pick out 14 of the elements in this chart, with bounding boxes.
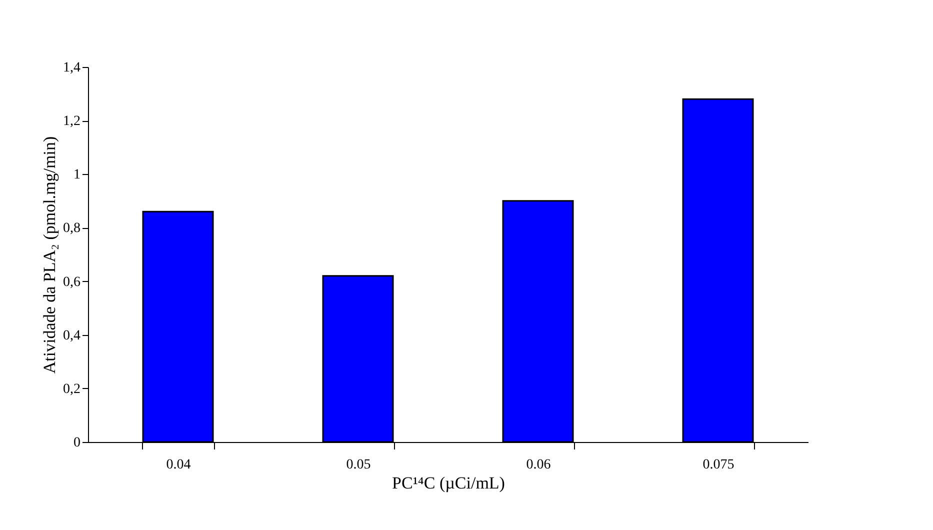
y-tick-label: 1,2 <box>63 114 80 130</box>
y-tick-label: 0,8 <box>63 221 80 236</box>
x-tick-label: 0.05 <box>346 458 371 472</box>
y-tick-label: 0,4 <box>63 328 80 344</box>
y-tick-label: 0 <box>74 436 80 450</box>
y-tick-label: 0,2 <box>63 382 80 397</box>
x-tick-label: 0.04 <box>166 458 191 472</box>
x-tick-label: 0.075 <box>702 458 734 472</box>
x-axis-title: PC¹⁴C (µCi/mL) <box>392 474 505 492</box>
y-tick-label: 1,4 <box>63 60 80 76</box>
y-tick-label: 1 <box>74 168 80 183</box>
x-tick-label: 0.06 <box>526 458 551 472</box>
y-axis-title: Atividade da PLA₂ (pmol.mg/min) <box>40 136 59 374</box>
y-tick-label: 0,6 <box>63 274 80 290</box>
